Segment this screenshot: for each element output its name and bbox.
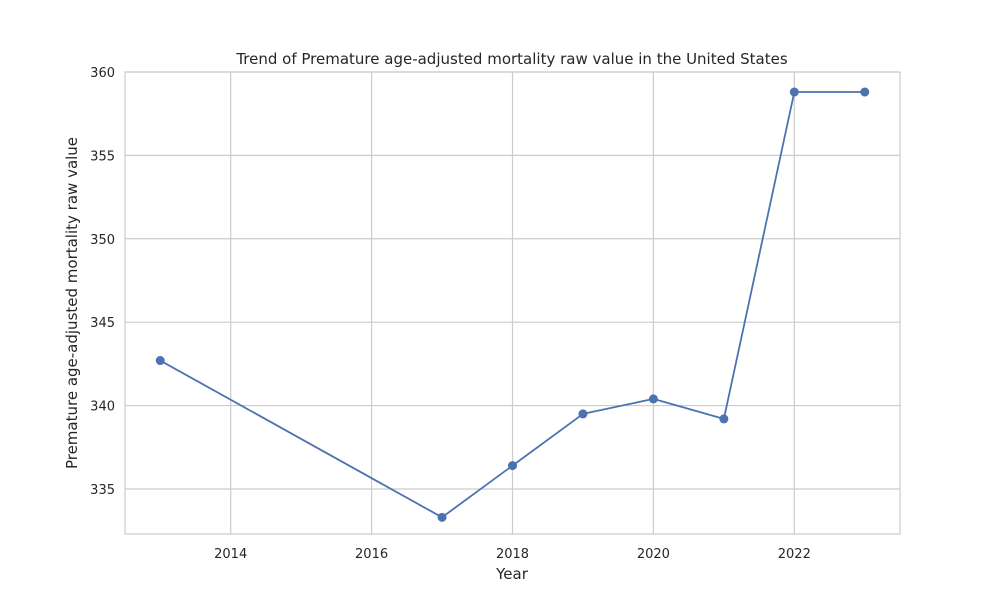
series-line [159,91,865,519]
x-tick-label: 2016 [355,547,388,562]
data-point [437,512,447,522]
data-point [508,461,517,471]
x-axis-label: Year [495,565,529,583]
tick-labels: 2014 2016 2018 2020 2022 335 340 345 350 355 360 [90,66,811,562]
x-tick-label: 2014 [214,547,247,562]
plot-area [124,71,901,535]
x-tick-label: 2018 [496,547,529,562]
chart-title: Trend of Premature age-adjusted mortalit… [235,50,787,68]
y-tick-label: 335 [90,483,115,498]
y-tick-label: 355 [90,149,115,164]
y-tick-label: 360 [90,66,115,81]
data-point [578,409,588,419]
x-tick-label: 2022 [778,547,811,562]
data-point [719,414,729,424]
data-point [789,87,799,97]
y-axis-label: Premature age-adjusted mortality raw val… [63,137,81,469]
y-tick-label: 345 [90,316,115,331]
x-tick-label: 2020 [637,547,670,562]
data-layer [155,87,870,522]
y-tick-label: 350 [90,233,115,248]
data-point [648,394,658,404]
data-point [860,87,870,97]
y-tick-label: 340 [90,400,115,415]
data-point [155,356,165,366]
